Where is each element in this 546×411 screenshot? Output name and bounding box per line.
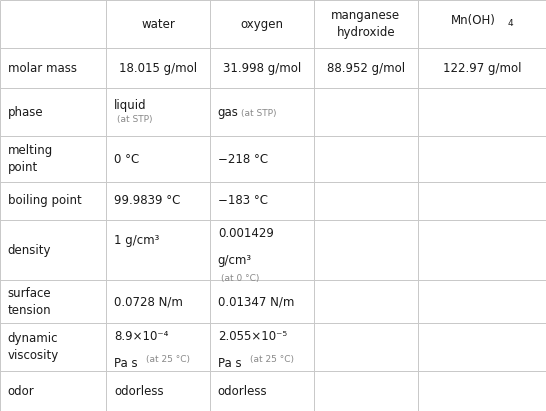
Text: liquid: liquid [114, 99, 147, 111]
Text: odorless: odorless [218, 385, 268, 397]
Text: 88.952 g/mol: 88.952 g/mol [327, 62, 405, 75]
Text: Mn(OH): Mn(OH) [451, 14, 496, 27]
Text: (at 0 °C): (at 0 °C) [221, 275, 259, 284]
Text: water: water [141, 18, 175, 31]
Text: surface
tension: surface tension [8, 287, 51, 317]
Text: (at STP): (at STP) [241, 109, 276, 118]
Text: 18.015 g/mol: 18.015 g/mol [119, 62, 198, 75]
Text: odorless: odorless [114, 385, 164, 397]
Text: 1 g/cm³: 1 g/cm³ [114, 233, 159, 247]
Text: density: density [8, 244, 51, 257]
Text: phase: phase [8, 106, 43, 119]
Text: 0.001429: 0.001429 [218, 227, 274, 240]
Text: 8.9×10⁻⁴: 8.9×10⁻⁴ [114, 330, 169, 343]
Text: boiling point: boiling point [8, 194, 81, 208]
Text: 4: 4 [508, 19, 514, 28]
Text: 31.998 g/mol: 31.998 g/mol [223, 62, 301, 75]
Text: gas: gas [218, 106, 239, 119]
Text: oxygen: oxygen [241, 18, 283, 31]
Text: Pa s: Pa s [114, 357, 138, 370]
Text: 0.01347 N/m: 0.01347 N/m [218, 296, 294, 308]
Text: −218 °C: −218 °C [218, 152, 268, 166]
Text: Pa s: Pa s [218, 357, 241, 370]
Text: 0.0728 N/m: 0.0728 N/m [114, 296, 183, 308]
Text: g/cm³: g/cm³ [218, 254, 252, 267]
Text: (at 25 °C): (at 25 °C) [146, 355, 190, 364]
Text: molar mass: molar mass [8, 62, 76, 75]
Text: 2.055×10⁻⁵: 2.055×10⁻⁵ [218, 330, 287, 343]
Text: 0 °C: 0 °C [114, 152, 139, 166]
Text: manganese
hydroxide: manganese hydroxide [331, 9, 400, 39]
Text: odor: odor [8, 385, 34, 397]
Text: (at 25 °C): (at 25 °C) [250, 355, 294, 364]
Text: melting
point: melting point [8, 144, 53, 174]
Text: 99.9839 °C: 99.9839 °C [114, 194, 181, 208]
Text: dynamic
viscosity: dynamic viscosity [8, 332, 59, 362]
Text: 122.97 g/mol: 122.97 g/mol [443, 62, 521, 75]
Text: (at STP): (at STP) [117, 115, 153, 124]
Text: −183 °C: −183 °C [218, 194, 268, 208]
